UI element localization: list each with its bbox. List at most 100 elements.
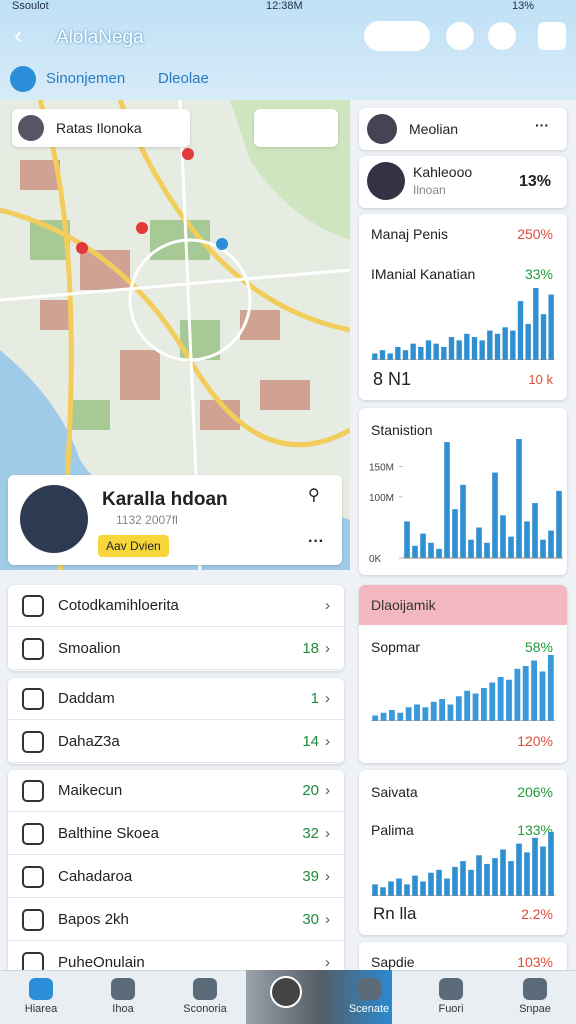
chart-subtitle-value: 133% [517, 822, 553, 838]
nav-label: Ihoa [112, 1003, 134, 1015]
bar [516, 439, 522, 558]
chart-title-value: 250% [517, 226, 553, 242]
bar [380, 887, 386, 896]
avatar-pill[interactable] [364, 21, 430, 51]
chart-title-value: 206% [517, 784, 553, 800]
row-chevron: › [325, 782, 330, 799]
stat-subtitle: Ilnoan [413, 183, 446, 197]
back-button[interactable]: ‹ [14, 22, 22, 49]
nav-icon [357, 978, 381, 1000]
nav-item[interactable]: Ihoa [82, 970, 164, 1024]
bar [492, 858, 498, 896]
more-button[interactable]: ··· [535, 117, 549, 133]
nav-icon [111, 978, 135, 1000]
row-chevron: › [325, 954, 330, 971]
bar [436, 548, 442, 558]
row-icon [22, 594, 44, 617]
stat-title: Kahleooo [413, 164, 473, 180]
list-row[interactable]: DahaZ3a 14 › [8, 721, 344, 763]
bar [452, 866, 458, 896]
chart-title: Stanistion [371, 422, 433, 438]
y-tick-label: 100M [369, 493, 394, 504]
map-search[interactable]: Ratas Ilonoka [12, 109, 190, 147]
tab[interactable]: Sinonjemen [46, 70, 126, 87]
bar [455, 696, 462, 721]
row-label: Smoalion [58, 640, 121, 657]
icon-button[interactable] [446, 22, 474, 50]
nav-item[interactable]: Hiarea [0, 970, 82, 1024]
nav-label: Sconoria [183, 1003, 227, 1015]
bar [436, 869, 442, 896]
bar [405, 707, 412, 721]
list-row[interactable]: Maikecun 20 › [8, 770, 344, 812]
bar [479, 340, 485, 360]
tab[interactable]: Dleolae [158, 70, 209, 87]
profile-button[interactable]: Aav Dvien [98, 535, 169, 557]
map-tools[interactable] [254, 109, 338, 147]
bar [433, 343, 439, 360]
list-row[interactable]: Cotodkamihloerita › [8, 585, 344, 627]
row-label: DahaZ3a [58, 733, 120, 750]
bar-chart [371, 655, 555, 721]
bar [468, 869, 474, 896]
chart-footer: 8 N1 [373, 369, 412, 389]
card-header-text: Dlaoijamik [371, 597, 436, 613]
bar-chart [371, 832, 555, 896]
user-name: Meolian [409, 121, 459, 137]
nav-item[interactable]: Sconoria [164, 970, 246, 1024]
list-row[interactable]: Balthine Skoea 32 › [8, 813, 344, 855]
avatar [367, 114, 397, 144]
bar [524, 521, 530, 558]
bar [380, 712, 387, 721]
bar [540, 846, 546, 896]
list-row[interactable]: Daddam 1 › [8, 678, 344, 720]
battery: 13% [512, 0, 535, 12]
icon-button[interactable] [488, 22, 516, 50]
carrier: Ssoulot [12, 0, 49, 12]
nav-icon [193, 978, 217, 1000]
bar [540, 539, 546, 558]
bar [522, 666, 529, 721]
row-value: 18 [302, 640, 319, 657]
profile-card: Karalla hdoan 1132 2007fl Aav Dvien ⚲ ··… [8, 475, 342, 565]
list-row[interactable]: Smoalion 18 › [8, 628, 344, 670]
chart-card: Saivata 206% Palima 133% Rn lla 2.2% [359, 770, 567, 935]
row-chevron: › [325, 640, 330, 657]
row-value: 32 [302, 825, 319, 842]
avatar [367, 162, 405, 200]
nav-center-button[interactable] [270, 976, 302, 1008]
chart-subtitle-value: 33% [524, 266, 553, 282]
bar [430, 701, 437, 721]
bar [444, 878, 450, 896]
bar [388, 881, 394, 896]
row-icon [22, 822, 44, 845]
chart-footer: Rn lla [373, 904, 417, 923]
list-row[interactable]: Bapos 2kh 30 › [8, 899, 344, 941]
search-icon[interactable]: ⚲ [308, 487, 320, 504]
chart-card: Dlaoijamik Sopmar 58% 120% [359, 585, 567, 763]
row-icon [22, 730, 44, 753]
nav-item[interactable]: Snpae [494, 970, 576, 1024]
row-value: 1 [310, 690, 319, 707]
row-value: 14 [302, 733, 319, 750]
time: 12:38M [266, 0, 303, 12]
bar [387, 353, 393, 360]
row-label: Cotodkamihloerita [58, 597, 179, 614]
bar [444, 442, 450, 558]
more-button[interactable]: ··· [308, 533, 324, 550]
chart-card: Stanistion 0K 100M 150M [359, 408, 567, 575]
list-row[interactable]: Cahadaroa 39 › [8, 856, 344, 898]
nav-item[interactable]: Fuori [410, 970, 492, 1024]
nav-item[interactable]: Scenate [328, 970, 410, 1024]
nav-icon [29, 978, 53, 1000]
nav-label: Snpae [519, 1003, 551, 1015]
row-label: Bapos 2kh [58, 911, 129, 928]
chart-footer-value: 10 k [528, 372, 553, 387]
row-value: 39 [302, 868, 319, 885]
notification-button[interactable] [538, 22, 566, 50]
nav-label: Hiarea [24, 1003, 58, 1015]
bar [508, 536, 514, 558]
row-label: PuheOnulain [58, 954, 145, 971]
row-chevron: › [325, 825, 330, 842]
bar [404, 884, 410, 896]
